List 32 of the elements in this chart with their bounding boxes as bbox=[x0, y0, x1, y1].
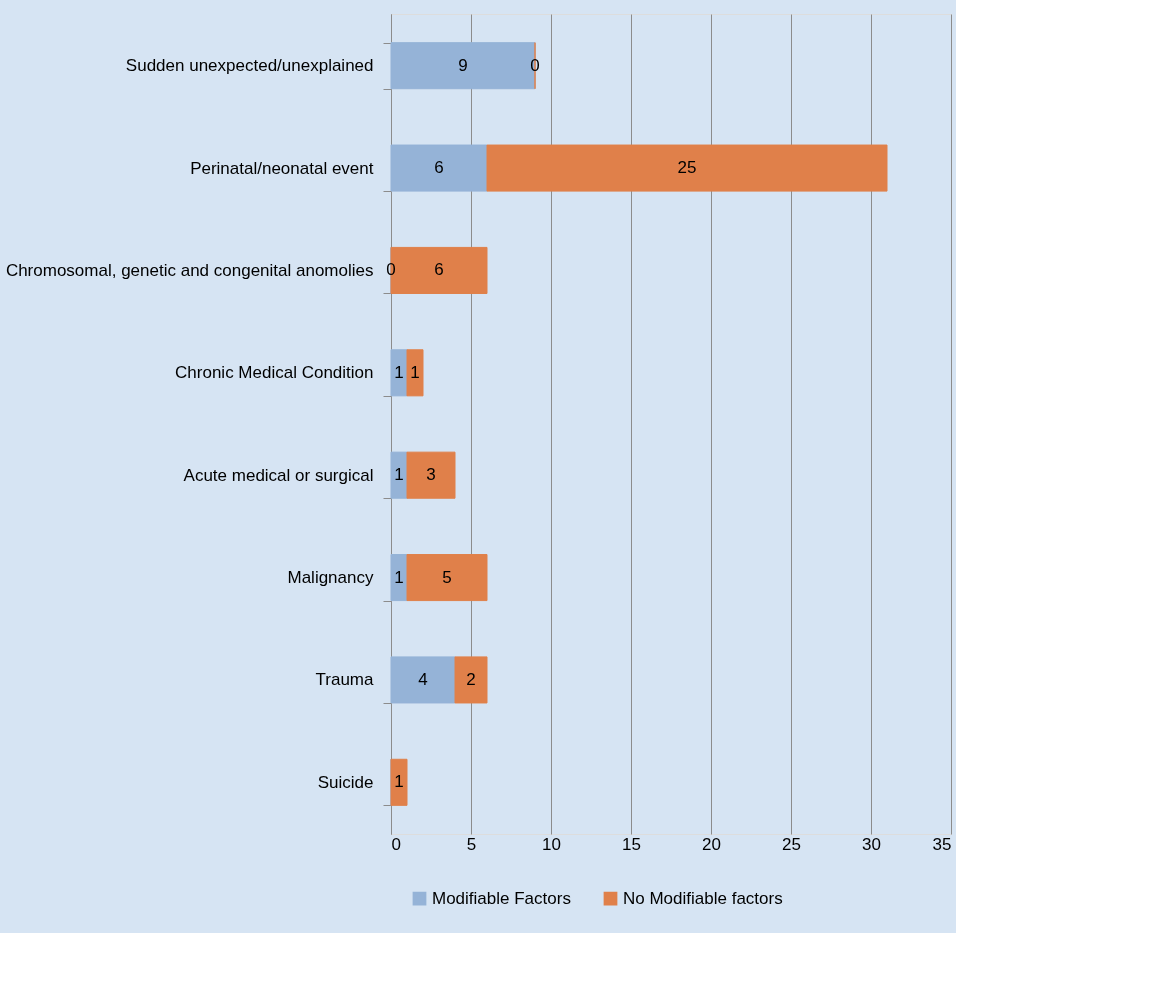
x-tick-label: 5 bbox=[466, 834, 477, 854]
x-tick-label: 15 bbox=[622, 834, 641, 854]
y-tick-label: Acute medical or surgical bbox=[183, 465, 374, 485]
y-tick-label: Sudden unexpected/unexplained bbox=[125, 56, 374, 76]
legend-label: Modifiable Factors bbox=[432, 888, 571, 908]
x-tick-label: 20 bbox=[702, 834, 721, 854]
legend-label: No Modifiable factors bbox=[623, 888, 783, 908]
data-label: 5 bbox=[442, 567, 452, 587]
data-label: 6 bbox=[434, 158, 444, 178]
x-tick-label: 25 bbox=[782, 834, 801, 854]
data-label: 1 bbox=[410, 362, 420, 382]
data-label: 2 bbox=[466, 669, 476, 689]
data-label: 3 bbox=[426, 465, 436, 485]
data-label: 1 bbox=[394, 362, 404, 382]
data-label: 1 bbox=[394, 567, 404, 587]
y-tick-label: Malignancy bbox=[287, 568, 374, 588]
x-tick-label: 35 bbox=[932, 834, 952, 854]
data-label: 25 bbox=[677, 158, 697, 178]
data-label: 1 bbox=[394, 465, 404, 485]
y-tick-label: Chromosomal, genetic and congenital anomolies bbox=[5, 260, 374, 280]
data-label: 1 bbox=[394, 772, 404, 792]
data-label: 0 bbox=[530, 55, 540, 75]
x-tick-label: 0 bbox=[391, 834, 401, 854]
x-tick-label: 30 bbox=[862, 834, 881, 854]
data-label: 6 bbox=[434, 260, 444, 280]
data-label: 4 bbox=[418, 669, 428, 689]
y-tick-label: Chronic Medical Condition bbox=[175, 363, 374, 383]
y-tick-label: Suicide bbox=[317, 772, 374, 792]
data-label: 9 bbox=[458, 55, 468, 75]
y-tick-label: Perinatal/neonatal event bbox=[190, 158, 374, 178]
x-tick-label: 10 bbox=[542, 834, 561, 854]
y-tick-label: Trauma bbox=[315, 670, 375, 690]
